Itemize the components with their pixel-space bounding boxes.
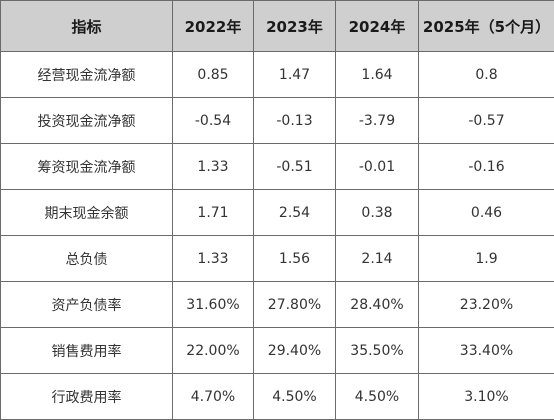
row-label: 总负债 [1, 236, 173, 282]
cell-value: 27.80% [254, 282, 336, 328]
cell-value: 1.56 [254, 236, 336, 282]
table-row: 总负债 1.33 1.56 2.14 1.9 [1, 236, 554, 282]
header-2024: 2024年 [336, 1, 419, 52]
cell-value: 35.50% [336, 328, 419, 374]
table-row: 资产负债率 31.60% 27.80% 28.40% 23.20% [1, 282, 554, 328]
cell-value: 0.85 [173, 52, 254, 98]
table-header-row: 指标 2022年 2023年 2024年 2025年（5个月） [1, 1, 554, 52]
cell-value: -0.54 [173, 98, 254, 144]
table-row: 经营现金流净额 0.85 1.47 1.64 0.8 [1, 52, 554, 98]
cell-value: -3.79 [336, 98, 419, 144]
row-label: 资产负债率 [1, 282, 173, 328]
cell-value: 22.00% [173, 328, 254, 374]
row-label: 期末现金余额 [1, 190, 173, 236]
cell-value: 1.33 [173, 236, 254, 282]
cell-value: 33.40% [419, 328, 554, 374]
cell-value: 28.40% [336, 282, 419, 328]
table-row: 筹资现金流净额 1.33 -0.51 -0.01 -0.16 [1, 144, 554, 190]
header-2022: 2022年 [173, 1, 254, 52]
cell-value: 3.10% [419, 374, 554, 420]
cell-value: 4.50% [336, 374, 419, 420]
cell-value: 1.47 [254, 52, 336, 98]
cell-value: 0.8 [419, 52, 554, 98]
cell-value: -0.57 [419, 98, 554, 144]
row-label: 销售费用率 [1, 328, 173, 374]
row-label: 投资现金流净额 [1, 98, 173, 144]
header-2023: 2023年 [254, 1, 336, 52]
cell-value: -0.13 [254, 98, 336, 144]
row-label: 经营现金流净额 [1, 52, 173, 98]
table-row: 销售费用率 22.00% 29.40% 35.50% 33.40% [1, 328, 554, 374]
cell-value: 1.64 [336, 52, 419, 98]
cell-value: 2.54 [254, 190, 336, 236]
cell-value: 2.14 [336, 236, 419, 282]
cell-value: 31.60% [173, 282, 254, 328]
cell-value: 4.70% [173, 374, 254, 420]
cell-value: -0.01 [336, 144, 419, 190]
table-row: 行政费用率 4.70% 4.50% 4.50% 3.10% [1, 374, 554, 420]
cell-value: 1.9 [419, 236, 554, 282]
header-indicator: 指标 [1, 1, 173, 52]
row-label: 筹资现金流净额 [1, 144, 173, 190]
cell-value: 29.40% [254, 328, 336, 374]
cell-value: -0.51 [254, 144, 336, 190]
cell-value: 1.33 [173, 144, 254, 190]
cell-value: 1.71 [173, 190, 254, 236]
cell-value: 23.20% [419, 282, 554, 328]
header-2025: 2025年（5个月） [419, 1, 554, 52]
cell-value: 0.46 [419, 190, 554, 236]
row-label: 行政费用率 [1, 374, 173, 420]
table-row: 期末现金余额 1.71 2.54 0.38 0.46 [1, 190, 554, 236]
table-row: 投资现金流净额 -0.54 -0.13 -3.79 -0.57 [1, 98, 554, 144]
cell-value: -0.16 [419, 144, 554, 190]
cell-value: 0.38 [336, 190, 419, 236]
cell-value: 4.50% [254, 374, 336, 420]
